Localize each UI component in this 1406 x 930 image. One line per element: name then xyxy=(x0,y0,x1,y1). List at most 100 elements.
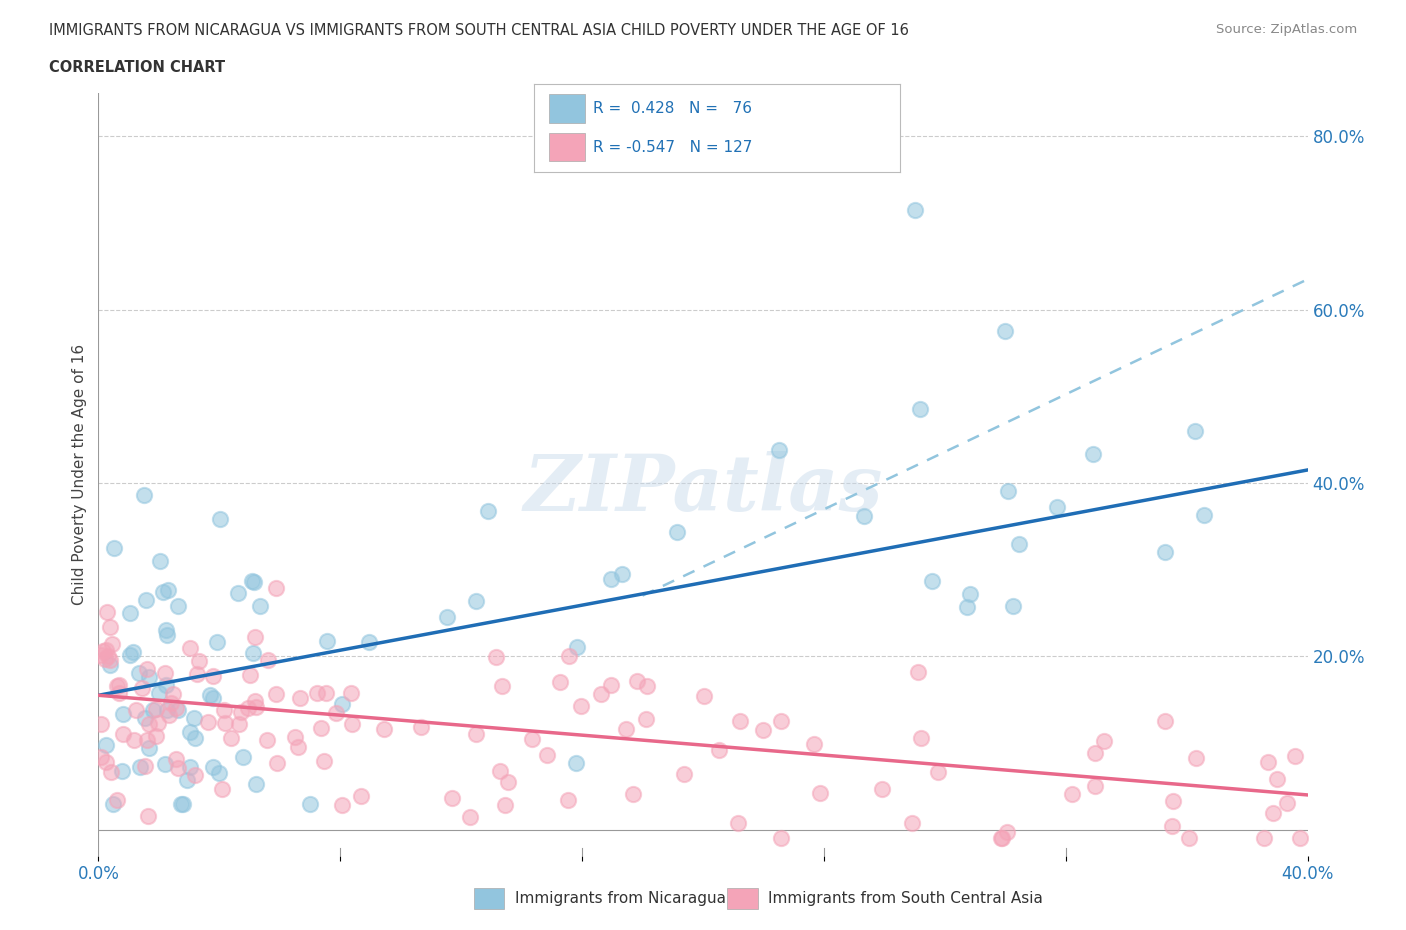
Point xyxy=(316,633,339,648)
Point xyxy=(959,586,981,601)
Point xyxy=(135,592,157,607)
Point xyxy=(108,685,131,700)
Point xyxy=(128,666,150,681)
Point xyxy=(166,703,188,718)
Point xyxy=(132,488,155,503)
Point xyxy=(571,699,593,714)
Point xyxy=(146,716,169,731)
Point xyxy=(808,786,831,801)
Point xyxy=(94,737,117,752)
Point xyxy=(179,760,201,775)
Point xyxy=(558,648,581,663)
Point xyxy=(665,525,688,540)
Point xyxy=(90,749,112,764)
Point xyxy=(186,667,208,682)
Point xyxy=(1284,749,1306,764)
Point xyxy=(557,792,579,807)
Point xyxy=(228,716,250,731)
Point xyxy=(287,739,309,754)
Point xyxy=(995,825,1018,840)
Point xyxy=(129,760,152,775)
Point xyxy=(927,764,949,779)
Point xyxy=(98,658,121,672)
Point xyxy=(264,686,287,701)
Point xyxy=(284,730,307,745)
Point xyxy=(1192,508,1215,523)
Point xyxy=(94,642,117,657)
Point xyxy=(179,641,201,656)
Point xyxy=(626,673,648,688)
Point xyxy=(672,766,695,781)
Point xyxy=(170,796,193,811)
Point xyxy=(1263,805,1285,820)
Point xyxy=(122,733,145,748)
Point xyxy=(118,647,141,662)
Point xyxy=(100,764,122,779)
Point xyxy=(910,730,932,745)
Point xyxy=(1046,499,1069,514)
Point xyxy=(921,574,943,589)
Point xyxy=(122,644,145,659)
Point xyxy=(1257,754,1279,769)
Point xyxy=(90,647,112,662)
Point xyxy=(565,755,588,770)
Point xyxy=(226,585,249,600)
Point xyxy=(1289,830,1312,845)
Point xyxy=(436,609,458,624)
Point xyxy=(131,680,153,695)
Point xyxy=(458,810,481,825)
Point xyxy=(98,653,121,668)
Point xyxy=(870,781,893,796)
Point xyxy=(477,503,499,518)
Point xyxy=(299,796,322,811)
Point xyxy=(157,582,180,597)
Point xyxy=(96,754,118,769)
Point xyxy=(1083,446,1105,461)
Y-axis label: Child Poverty Under the Age of 16: Child Poverty Under the Age of 16 xyxy=(72,344,87,604)
Point xyxy=(236,700,259,715)
Point xyxy=(1092,733,1115,748)
Point xyxy=(166,760,188,775)
Point xyxy=(105,792,128,807)
Point xyxy=(315,685,337,700)
Point xyxy=(155,628,177,643)
Point xyxy=(350,789,373,804)
Text: R =  0.428   N =   76: R = 0.428 N = 76 xyxy=(593,101,752,116)
Point xyxy=(134,759,156,774)
Point xyxy=(1275,795,1298,810)
Point xyxy=(1001,599,1024,614)
Point xyxy=(634,712,657,727)
Point xyxy=(184,731,207,746)
Point xyxy=(202,669,225,684)
Point xyxy=(994,324,1017,339)
Point xyxy=(155,623,177,638)
Point xyxy=(342,716,364,731)
Point xyxy=(148,686,170,701)
Point xyxy=(693,689,716,704)
Point xyxy=(211,781,233,796)
Point xyxy=(1160,818,1182,833)
Point xyxy=(145,701,167,716)
Point xyxy=(956,599,979,614)
Point xyxy=(707,742,730,757)
Point xyxy=(221,731,243,746)
Point xyxy=(183,711,205,725)
Point xyxy=(728,713,751,728)
Point xyxy=(202,691,225,706)
Point xyxy=(520,732,543,747)
Point xyxy=(240,574,263,589)
Text: ZIPatlas: ZIPatlas xyxy=(523,451,883,528)
Point xyxy=(136,662,159,677)
Point xyxy=(165,751,187,766)
Point xyxy=(373,722,395,737)
Point xyxy=(229,704,252,719)
Point xyxy=(160,696,183,711)
Point xyxy=(309,720,332,735)
Point xyxy=(103,796,125,811)
Point xyxy=(494,797,516,812)
Point xyxy=(245,699,267,714)
Point xyxy=(339,685,361,700)
Point xyxy=(990,830,1012,845)
Point xyxy=(330,697,353,711)
Text: IMMIGRANTS FROM NICARAGUA VS IMMIGRANTS FROM SOUTH CENTRAL ASIA CHILD POVERTY UN: IMMIGRANTS FROM NICARAGUA VS IMMIGRANTS … xyxy=(49,23,910,38)
